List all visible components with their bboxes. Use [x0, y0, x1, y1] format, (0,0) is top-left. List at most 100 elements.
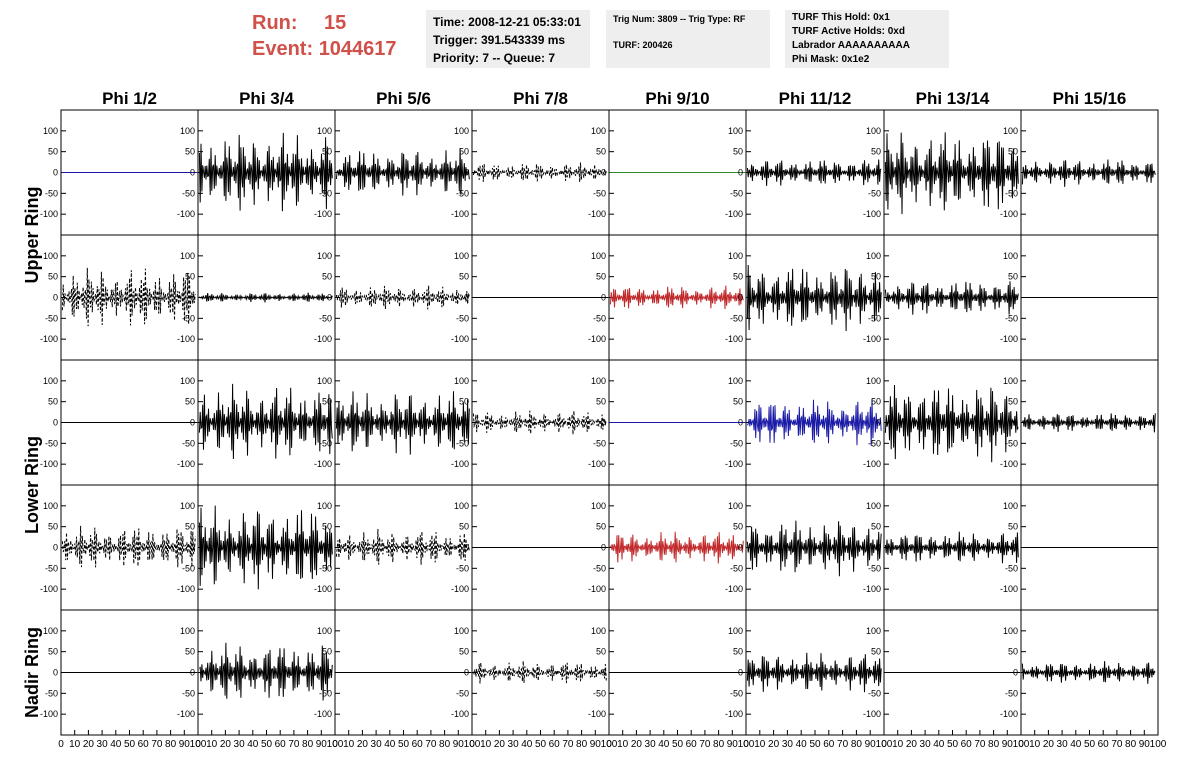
- y-tick-label: 50: [1008, 147, 1018, 157]
- y-tick-label: 100: [1003, 376, 1018, 386]
- y-tick-label: 0: [1013, 418, 1018, 428]
- x-tick-label: 40: [658, 739, 670, 750]
- column-title: Phi 11/12: [779, 89, 852, 108]
- x-tick-label: 80: [439, 739, 451, 750]
- x-tick-label: 60: [961, 739, 973, 750]
- x-tick-label: 0: [332, 739, 338, 750]
- y-tick-label: -50: [868, 313, 881, 323]
- y-tick-label: -100: [177, 459, 195, 469]
- waveform-trace: [884, 531, 1019, 564]
- waveform-trace: [609, 531, 744, 564]
- y-tick-label: 100: [866, 501, 881, 511]
- y-tick-label: -50: [45, 438, 58, 448]
- x-tick-label: 60: [138, 739, 150, 750]
- y-tick-label: -100: [451, 709, 469, 719]
- y-tick-label: -100: [725, 459, 743, 469]
- x-tick-label: 40: [796, 739, 808, 750]
- y-tick-label: -50: [868, 188, 881, 198]
- y-tick-label: -50: [593, 688, 606, 698]
- x-tick-label: 80: [165, 739, 177, 750]
- x-tick-label: 20: [1043, 739, 1055, 750]
- x-tick-label: 80: [302, 739, 314, 750]
- y-tick-label: -100: [588, 459, 606, 469]
- x-tick-label: 90: [1002, 739, 1014, 750]
- y-tick-label: 0: [327, 168, 332, 178]
- y-tick-label: 50: [322, 147, 332, 157]
- y-tick-label: -100: [451, 334, 469, 344]
- waveform-trace: [199, 292, 333, 303]
- y-tick-label: 50: [871, 397, 881, 407]
- y-tick-label: 50: [322, 522, 332, 532]
- x-tick-label: 100: [464, 739, 481, 750]
- x-tick-label: 0: [606, 739, 612, 750]
- waveform-trace: [609, 285, 744, 310]
- x-tick-label: 70: [1111, 739, 1123, 750]
- x-tick-label: 20: [494, 739, 506, 750]
- y-tick-label: -100: [177, 334, 195, 344]
- x-tick-label: 60: [549, 739, 561, 750]
- waveform-trace: [335, 528, 470, 565]
- waveform-trace: [472, 660, 607, 684]
- y-tick-label: -50: [730, 188, 743, 198]
- x-tick-label: 90: [590, 739, 602, 750]
- y-tick-label: -100: [863, 209, 881, 219]
- x-tick-label: 50: [535, 739, 547, 750]
- y-tick-label: 0: [601, 543, 606, 553]
- waveform-trace: [746, 520, 882, 577]
- y-tick-label: -100: [40, 709, 58, 719]
- x-tick-label: 90: [865, 739, 877, 750]
- y-tick-label: -50: [456, 188, 469, 198]
- x-tick-label: 0: [743, 739, 749, 750]
- y-tick-label: -100: [177, 584, 195, 594]
- y-tick-label: 50: [185, 272, 195, 282]
- x-tick-label: 10: [754, 739, 766, 750]
- turf-hold-text: TURF This Hold: 0x1: [792, 12, 890, 23]
- y-tick-label: 100: [591, 376, 606, 386]
- x-tick-label: 90: [179, 739, 191, 750]
- column-title: Phi 7/8: [513, 89, 568, 108]
- x-tick-label: 100: [1150, 739, 1167, 750]
- run-value: 15: [324, 12, 347, 34]
- x-tick-label: 90: [1139, 739, 1151, 750]
- y-tick-label: 0: [1013, 293, 1018, 303]
- y-tick-label: -100: [40, 209, 58, 219]
- x-tick-label: 100: [601, 739, 618, 750]
- y-tick-label: 0: [190, 543, 195, 553]
- y-tick-label: 0: [601, 293, 606, 303]
- y-tick-label: -100: [863, 709, 881, 719]
- y-tick-label: -100: [725, 209, 743, 219]
- column-title: Phi 15/16: [1053, 89, 1127, 108]
- x-tick-label: 50: [947, 739, 959, 750]
- waveform-trace: [884, 384, 1019, 463]
- x-tick-label: 0: [195, 739, 201, 750]
- y-tick-label: 50: [871, 522, 881, 532]
- x-tick-label: 30: [234, 739, 246, 750]
- y-tick-label: -100: [1000, 584, 1018, 594]
- y-tick-label: 50: [459, 272, 469, 282]
- waveform-trace: [746, 159, 882, 186]
- y-tick-label: 100: [454, 626, 469, 636]
- x-tick-label: 50: [398, 739, 410, 750]
- y-tick-label: -50: [456, 688, 469, 698]
- x-tick-label: 20: [83, 739, 95, 750]
- y-tick-label: -50: [456, 563, 469, 573]
- x-tick-label: 10: [617, 739, 629, 750]
- x-tick-label: 100: [876, 739, 893, 750]
- y-tick-label: -100: [314, 209, 332, 219]
- y-tick-label: 0: [1013, 543, 1018, 553]
- y-tick-label: -50: [319, 438, 332, 448]
- y-tick-label: -50: [1005, 563, 1018, 573]
- column-title: Phi 13/14: [916, 89, 990, 108]
- y-tick-label: -50: [730, 313, 743, 323]
- y-tick-label: -100: [588, 334, 606, 344]
- y-tick-label: -50: [45, 313, 58, 323]
- y-tick-label: 50: [1008, 647, 1018, 657]
- y-tick-label: 50: [1008, 272, 1018, 282]
- y-tick-label: 100: [728, 126, 743, 136]
- y-tick-label: 100: [317, 251, 332, 261]
- row-group-label: Lower Ring: [22, 436, 42, 534]
- waveform-trace: [884, 132, 1019, 215]
- trigger-text: Trigger: 391.543339 ms: [433, 33, 566, 47]
- y-tick-label: -50: [182, 188, 195, 198]
- y-tick-label: 50: [733, 272, 743, 282]
